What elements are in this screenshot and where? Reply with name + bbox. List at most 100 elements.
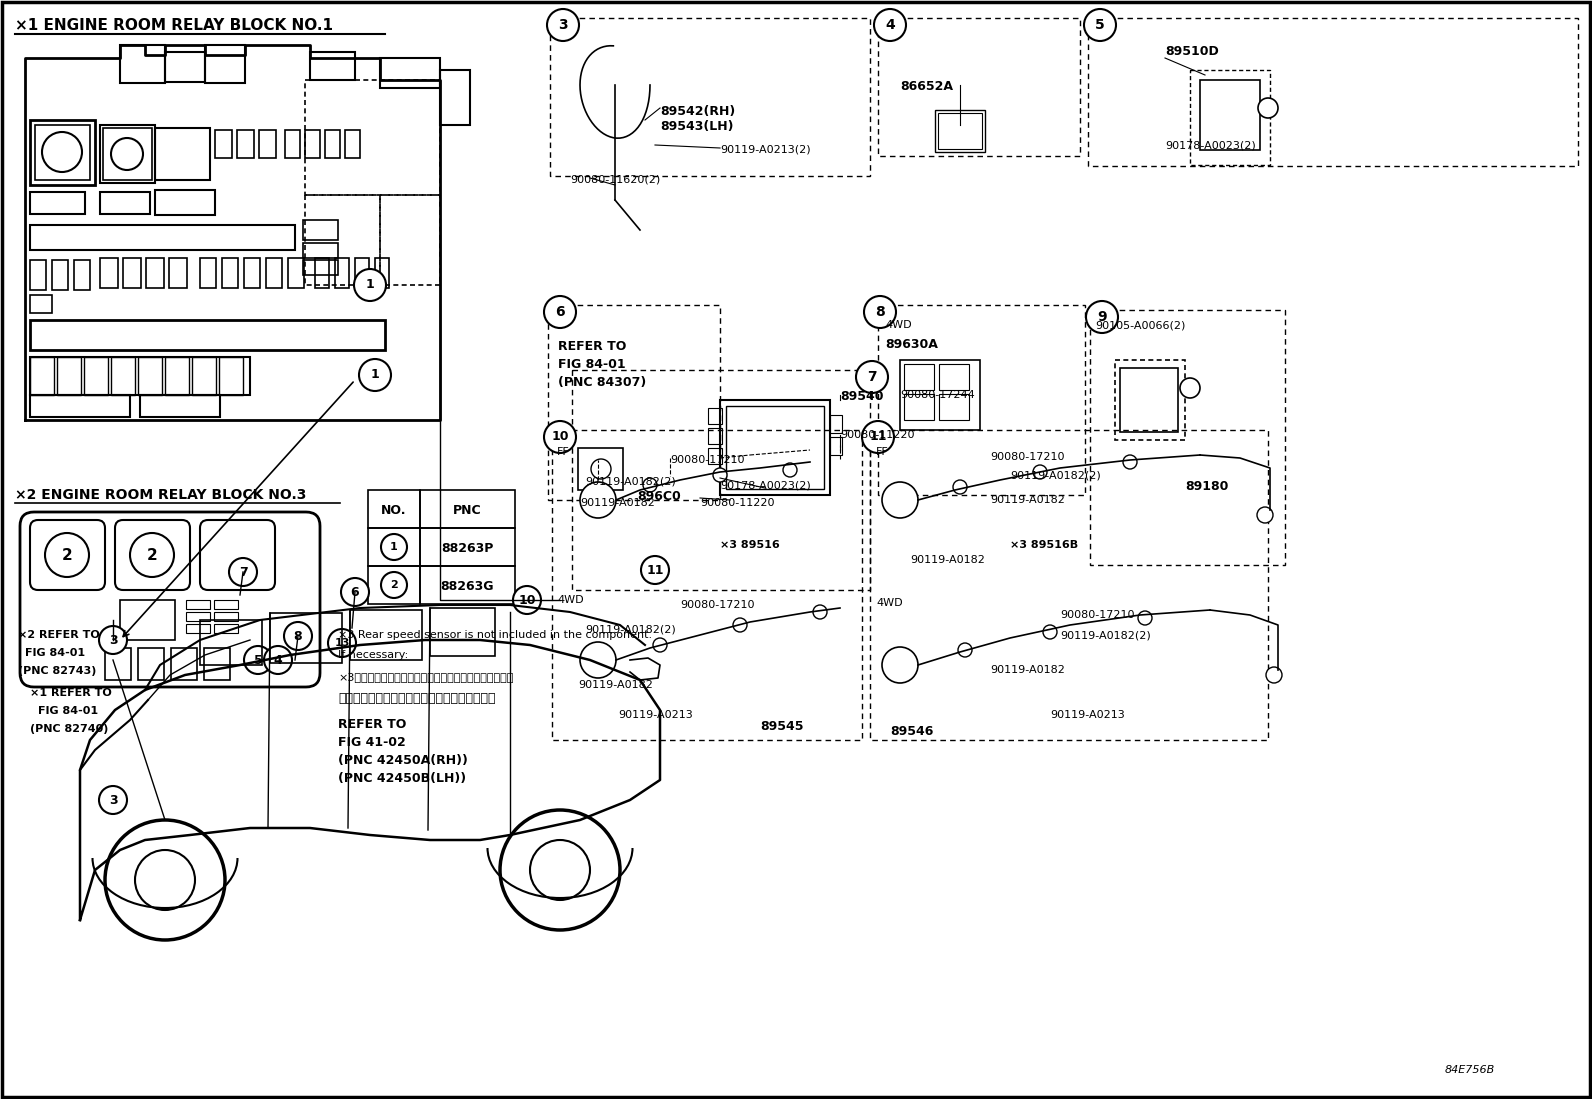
Text: 89543(LH): 89543(LH) xyxy=(661,120,734,133)
Text: 6: 6 xyxy=(350,586,360,599)
Text: NO.: NO. xyxy=(380,504,406,518)
Text: ×3 89516: ×3 89516 xyxy=(720,540,780,550)
Bar xyxy=(302,260,338,275)
Circle shape xyxy=(41,132,83,173)
Text: 88263P: 88263P xyxy=(441,543,494,555)
Bar xyxy=(549,18,869,176)
Bar xyxy=(350,610,422,660)
Text: ×2 ENGINE ROOM RELAY BLOCK NO.3: ×2 ENGINE ROOM RELAY BLOCK NO.3 xyxy=(14,488,306,502)
Text: 9: 9 xyxy=(1097,310,1106,324)
Circle shape xyxy=(653,639,667,652)
Bar xyxy=(213,612,237,621)
Text: (PNC 82740): (PNC 82740) xyxy=(30,724,108,734)
Bar xyxy=(302,220,338,240)
Text: 5: 5 xyxy=(1095,18,1105,32)
Text: ×3 Rear speed sensor is not included in the component.: ×3 Rear speed sensor is not included in … xyxy=(338,630,653,640)
Text: REFER TO: REFER TO xyxy=(559,340,626,353)
Circle shape xyxy=(1084,9,1116,41)
Bar xyxy=(53,260,68,290)
Bar xyxy=(306,80,439,195)
Bar xyxy=(73,260,91,290)
Text: 90080-17244: 90080-17244 xyxy=(899,390,974,400)
Circle shape xyxy=(591,459,611,479)
Text: If necessary:: If necessary: xyxy=(338,650,408,660)
Bar xyxy=(306,130,320,158)
Bar xyxy=(166,357,189,395)
Bar xyxy=(420,490,514,528)
Bar xyxy=(708,428,723,444)
Bar xyxy=(430,608,495,656)
Bar xyxy=(220,357,244,395)
Bar xyxy=(201,258,217,288)
Bar xyxy=(105,648,131,680)
Circle shape xyxy=(642,556,669,584)
Text: (PNC 42450B(LH)): (PNC 42450B(LH)) xyxy=(338,771,466,785)
Bar xyxy=(869,430,1267,740)
Bar xyxy=(376,258,388,288)
Text: 8: 8 xyxy=(293,630,302,643)
Bar xyxy=(439,70,470,125)
Text: 90119-A0182(2): 90119-A0182(2) xyxy=(1009,470,1100,480)
Text: 1: 1 xyxy=(390,542,398,552)
Circle shape xyxy=(353,269,385,301)
Bar xyxy=(708,448,723,464)
Text: 90119-A0182(2): 90119-A0182(2) xyxy=(584,625,675,635)
Bar xyxy=(368,566,420,604)
Bar xyxy=(552,430,861,740)
Bar xyxy=(100,125,154,184)
Text: 4WD: 4WD xyxy=(885,320,912,330)
Text: 88263G: 88263G xyxy=(441,580,494,593)
Text: 89540: 89540 xyxy=(841,390,884,403)
Bar xyxy=(30,295,53,313)
Bar xyxy=(708,408,723,424)
Bar xyxy=(1091,310,1285,565)
Text: 90119-A0213: 90119-A0213 xyxy=(618,710,693,720)
Bar xyxy=(345,130,360,158)
Bar xyxy=(139,357,162,395)
Bar xyxy=(939,395,970,420)
Text: 90119-A0182: 90119-A0182 xyxy=(911,555,985,565)
Bar xyxy=(1114,360,1184,440)
Bar xyxy=(271,613,342,663)
Text: 90105-A0066(2): 90105-A0066(2) xyxy=(1095,320,1186,330)
Bar xyxy=(213,624,237,633)
Circle shape xyxy=(856,360,888,393)
Text: ×1 ENGINE ROOM RELAY BLOCK NO.1: ×1 ENGINE ROOM RELAY BLOCK NO.1 xyxy=(14,18,333,33)
Bar xyxy=(939,364,970,390)
Text: 1: 1 xyxy=(366,278,374,291)
Bar xyxy=(139,648,164,680)
Bar xyxy=(30,395,131,417)
Text: 90119-A0182: 90119-A0182 xyxy=(990,495,1065,506)
Bar xyxy=(30,320,385,349)
Text: 90119-A0182(2): 90119-A0182(2) xyxy=(584,477,675,487)
Text: 89545: 89545 xyxy=(759,720,804,733)
Bar xyxy=(938,113,982,149)
Bar xyxy=(57,357,81,395)
Circle shape xyxy=(1086,301,1118,333)
Bar xyxy=(302,243,338,258)
Text: 2: 2 xyxy=(62,547,72,563)
Bar xyxy=(193,357,217,395)
Bar xyxy=(1189,70,1270,165)
Text: 5: 5 xyxy=(253,654,263,666)
Text: 90178-A0023(2): 90178-A0023(2) xyxy=(1165,140,1256,149)
Bar xyxy=(30,357,54,395)
Text: 90119-A0182: 90119-A0182 xyxy=(578,680,653,690)
Text: 89546: 89546 xyxy=(890,725,933,739)
Circle shape xyxy=(732,618,747,632)
Bar xyxy=(1200,80,1259,149)
Text: 3: 3 xyxy=(108,633,118,646)
Bar xyxy=(201,620,263,665)
Circle shape xyxy=(283,622,312,650)
Bar xyxy=(154,127,210,180)
Bar xyxy=(30,120,96,185)
Text: 4: 4 xyxy=(885,18,895,32)
Text: 1: 1 xyxy=(371,368,379,381)
Text: REFER TO: REFER TO xyxy=(338,718,406,731)
Circle shape xyxy=(380,534,408,560)
Bar xyxy=(1087,18,1578,166)
Text: 89542(RH): 89542(RH) xyxy=(661,106,736,118)
Text: FIG 41-02: FIG 41-02 xyxy=(338,736,406,750)
Circle shape xyxy=(1033,465,1048,479)
Text: FF: FF xyxy=(557,447,570,457)
